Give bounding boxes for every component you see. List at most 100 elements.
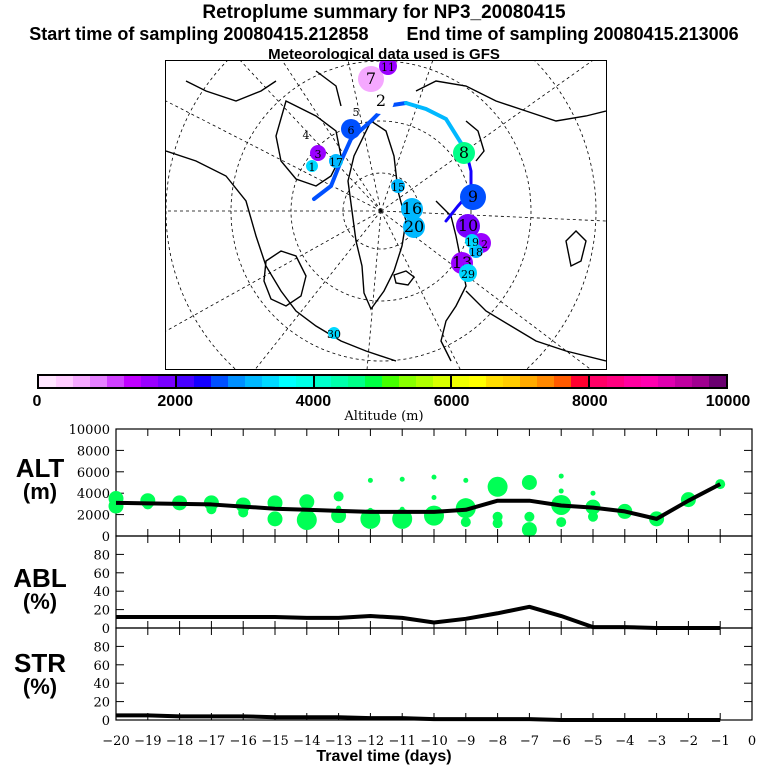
cluster-point: [267, 511, 283, 527]
colorbar-cell: [416, 376, 434, 387]
x-tick-label: −8: [488, 734, 507, 749]
cluster-point: [108, 498, 124, 514]
sampling-times: Start time of sampling 20080415.212858 E…: [0, 24, 768, 45]
cluster-marker: 1: [306, 160, 318, 174]
x-tick-label: −12: [357, 734, 384, 749]
cluster-point: [649, 511, 665, 527]
cluster-label: 15: [391, 181, 405, 194]
cluster-point: [521, 522, 537, 538]
cluster-marker: 4: [303, 129, 310, 142]
meridian: [380, 61, 433, 212]
cluster-point: [588, 511, 598, 522]
cluster-label: 17: [329, 156, 343, 169]
colorbar-cell: [261, 376, 279, 387]
abl-unit: (%): [22, 589, 58, 614]
cluster-marker: 10: [456, 214, 480, 238]
cluster-marker: 6: [341, 119, 361, 139]
colorbar-cell: [708, 376, 726, 387]
colorbar-cell: [382, 376, 400, 387]
cluster-circle: [460, 184, 486, 210]
y-tick-label: 20: [93, 696, 110, 711]
cluster-marker: 19: [465, 234, 479, 249]
alt-label: ALT: [15, 453, 65, 483]
cluster-point: [267, 495, 283, 511]
cluster-label: 11: [381, 61, 395, 74]
cluster-point: [331, 508, 347, 524]
series-line: [116, 604, 721, 630]
y-tick-label: 0: [102, 714, 110, 729]
colorbar-cell: [571, 376, 590, 387]
meridian: [240, 61, 382, 212]
cluster-point: [142, 499, 153, 510]
cluster-point: [455, 498, 476, 519]
colorbar-cell: [399, 376, 417, 387]
cluster-label: 29: [461, 268, 475, 281]
cluster-point: [108, 491, 124, 507]
colorbar-tick-label: 0: [32, 393, 42, 410]
meridian: [380, 61, 593, 212]
trajectory-segment: [404, 101, 468, 153]
cluster-label: 2: [376, 91, 386, 110]
cluster-point: [558, 473, 564, 479]
cluster-marker: 29: [459, 264, 477, 282]
cluster-point: [463, 477, 469, 483]
cluster-marker: 20: [403, 216, 425, 238]
colorbar-cell: [295, 376, 315, 387]
cluster-point: [617, 503, 633, 519]
cluster-label: 4: [303, 129, 310, 142]
x-tick-label: −3: [647, 734, 666, 749]
meridian: [380, 210, 461, 369]
colorbar-cell: [39, 376, 56, 387]
cluster-label: 3: [315, 148, 322, 161]
cluster-point: [424, 505, 444, 526]
cluster-marker: 2: [368, 88, 394, 114]
cluster-point: [524, 511, 535, 522]
cluster-label: 9: [468, 187, 478, 206]
x-tick-label: 0: [748, 734, 756, 749]
greenland-coast: [347, 119, 407, 311]
colorbar-cell: [365, 376, 383, 387]
cluster-point: [585, 499, 601, 515]
cluster-circle: [306, 160, 318, 172]
colorbar-cell: [606, 376, 624, 387]
x-tick-label: −20: [102, 734, 129, 749]
cluster-point: [296, 509, 317, 530]
colorbar-tick-label: 4000: [295, 393, 332, 410]
colorbar-tick-label: 6000: [433, 393, 470, 410]
start-time-label: Start time of sampling 20080415.212858: [29, 24, 369, 44]
cluster-point: [367, 477, 373, 483]
meridian: [255, 210, 382, 369]
x-tick-label: −14: [293, 734, 320, 749]
cluster-label: 20: [404, 217, 424, 236]
y-tick-label: 8000: [77, 444, 110, 459]
cluster-circle: [453, 142, 475, 164]
alt-unit: (m): [22, 479, 58, 504]
y-tick-label: 80: [93, 640, 110, 655]
colorbar-cell: [433, 376, 453, 387]
cluster-label: 19: [465, 236, 479, 249]
cluster-circle: [379, 61, 397, 75]
colorbar-cell: [72, 376, 90, 387]
cluster-circle: [368, 88, 394, 114]
cluster-point: [172, 495, 188, 511]
colorbar-cell: [590, 376, 607, 387]
iceland: [393, 270, 415, 286]
coastlines: [166, 70, 606, 362]
colorbar-tick-label: 10000: [705, 393, 751, 410]
x-tick-label: −6: [552, 734, 571, 749]
colorbar-cell: [674, 376, 692, 387]
y-tick-label: 4000: [77, 487, 110, 502]
colorbar-cell: [140, 376, 158, 387]
colorbar-cell: [657, 376, 675, 387]
str-label: STR: [14, 648, 66, 678]
colorbar-cell: [123, 376, 141, 387]
cluster-marker: 16: [401, 198, 423, 220]
cluster-circle: [358, 66, 384, 92]
cluster-point: [336, 505, 342, 511]
colorbar-cell: [554, 376, 572, 387]
colorbar-cell: [55, 376, 73, 387]
cluster-point: [590, 490, 596, 496]
cluster-circle: [401, 198, 423, 220]
cluster-point: [431, 494, 437, 500]
cluster-label: 5: [353, 106, 360, 119]
